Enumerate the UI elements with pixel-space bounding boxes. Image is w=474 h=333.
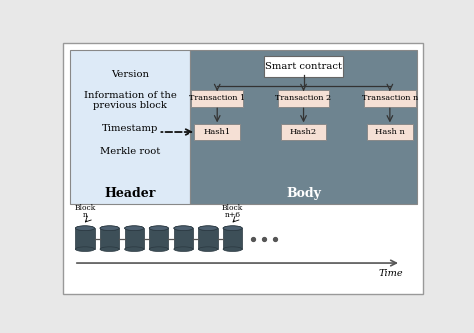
Ellipse shape bbox=[125, 226, 144, 230]
Text: n: n bbox=[82, 211, 87, 219]
Text: Transaction n: Transaction n bbox=[362, 94, 418, 102]
Ellipse shape bbox=[223, 226, 242, 230]
Text: Body: Body bbox=[286, 187, 321, 200]
Ellipse shape bbox=[174, 247, 193, 251]
FancyBboxPatch shape bbox=[63, 43, 423, 294]
Polygon shape bbox=[199, 228, 218, 249]
Text: Transaction 2: Transaction 2 bbox=[275, 94, 332, 102]
Text: n+6: n+6 bbox=[225, 211, 241, 219]
FancyBboxPatch shape bbox=[190, 50, 418, 204]
Text: Hash1: Hash1 bbox=[204, 128, 231, 136]
Polygon shape bbox=[100, 228, 119, 249]
Text: Block: Block bbox=[222, 204, 243, 212]
FancyBboxPatch shape bbox=[194, 124, 240, 140]
Ellipse shape bbox=[174, 226, 193, 230]
Text: Time: Time bbox=[378, 269, 403, 278]
Ellipse shape bbox=[199, 226, 218, 230]
Ellipse shape bbox=[149, 226, 168, 230]
Text: Hash n: Hash n bbox=[375, 128, 405, 136]
Text: Version: Version bbox=[111, 70, 149, 79]
FancyBboxPatch shape bbox=[281, 124, 327, 140]
FancyBboxPatch shape bbox=[367, 124, 413, 140]
Ellipse shape bbox=[75, 247, 94, 251]
Ellipse shape bbox=[199, 226, 218, 230]
Ellipse shape bbox=[223, 247, 242, 251]
Polygon shape bbox=[75, 228, 94, 249]
Polygon shape bbox=[125, 228, 144, 249]
Polygon shape bbox=[174, 228, 193, 249]
FancyBboxPatch shape bbox=[278, 90, 329, 107]
Text: Transaction 1: Transaction 1 bbox=[189, 94, 245, 102]
Ellipse shape bbox=[125, 226, 144, 230]
Ellipse shape bbox=[100, 226, 119, 230]
Ellipse shape bbox=[125, 247, 144, 251]
Ellipse shape bbox=[100, 226, 119, 230]
Text: Smart contract: Smart contract bbox=[265, 62, 342, 71]
Polygon shape bbox=[223, 228, 242, 249]
Text: Information of the
previous block: Information of the previous block bbox=[83, 91, 176, 110]
FancyBboxPatch shape bbox=[70, 50, 190, 204]
Text: Hash2: Hash2 bbox=[290, 128, 317, 136]
Ellipse shape bbox=[223, 226, 242, 230]
Text: Timestamp: Timestamp bbox=[102, 124, 158, 133]
Text: Block: Block bbox=[74, 204, 96, 212]
Ellipse shape bbox=[100, 247, 119, 251]
Ellipse shape bbox=[149, 226, 168, 230]
Ellipse shape bbox=[149, 247, 168, 251]
FancyBboxPatch shape bbox=[264, 56, 343, 77]
Text: Header: Header bbox=[104, 187, 155, 200]
Ellipse shape bbox=[75, 226, 94, 230]
Polygon shape bbox=[149, 228, 168, 249]
Ellipse shape bbox=[199, 247, 218, 251]
FancyBboxPatch shape bbox=[191, 90, 243, 107]
Ellipse shape bbox=[75, 226, 94, 230]
Ellipse shape bbox=[174, 226, 193, 230]
FancyBboxPatch shape bbox=[364, 90, 416, 107]
Text: Merkle root: Merkle root bbox=[100, 147, 160, 156]
